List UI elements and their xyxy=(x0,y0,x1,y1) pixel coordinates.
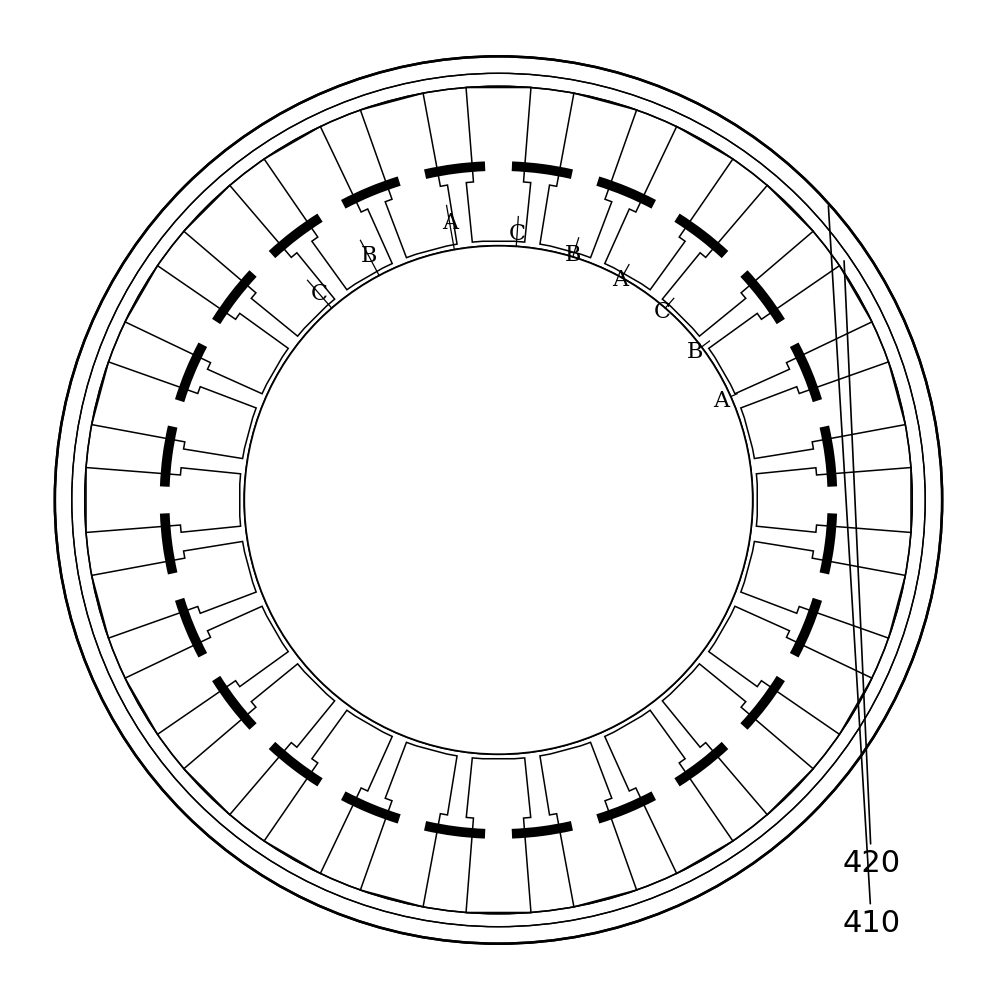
Circle shape xyxy=(244,246,753,754)
Text: C: C xyxy=(311,283,328,305)
Text: B: B xyxy=(687,341,703,363)
Polygon shape xyxy=(125,606,288,734)
Polygon shape xyxy=(183,185,335,336)
Polygon shape xyxy=(540,93,637,258)
Polygon shape xyxy=(709,266,872,394)
Polygon shape xyxy=(183,664,335,815)
Text: C: C xyxy=(653,301,671,323)
Polygon shape xyxy=(466,758,531,912)
Text: C: C xyxy=(508,223,525,245)
Polygon shape xyxy=(540,742,637,907)
Polygon shape xyxy=(125,266,288,394)
Polygon shape xyxy=(92,541,256,638)
Text: B: B xyxy=(565,244,581,266)
Polygon shape xyxy=(662,185,814,336)
Polygon shape xyxy=(92,362,256,459)
Polygon shape xyxy=(360,93,457,258)
Circle shape xyxy=(55,56,942,944)
Polygon shape xyxy=(709,606,872,734)
Polygon shape xyxy=(741,541,905,638)
Polygon shape xyxy=(264,710,392,873)
Polygon shape xyxy=(360,742,457,907)
Text: 410: 410 xyxy=(829,206,900,938)
Polygon shape xyxy=(741,362,905,459)
Polygon shape xyxy=(86,468,240,532)
Polygon shape xyxy=(466,88,531,242)
Circle shape xyxy=(244,246,753,754)
Polygon shape xyxy=(757,468,911,532)
Text: 420: 420 xyxy=(842,261,900,878)
Text: A: A xyxy=(612,269,628,291)
Circle shape xyxy=(85,86,912,914)
Text: A: A xyxy=(713,390,729,412)
Polygon shape xyxy=(264,127,392,290)
Polygon shape xyxy=(605,127,733,290)
Polygon shape xyxy=(605,710,733,873)
Polygon shape xyxy=(662,664,814,815)
Text: A: A xyxy=(442,212,458,234)
Text: B: B xyxy=(361,245,377,267)
